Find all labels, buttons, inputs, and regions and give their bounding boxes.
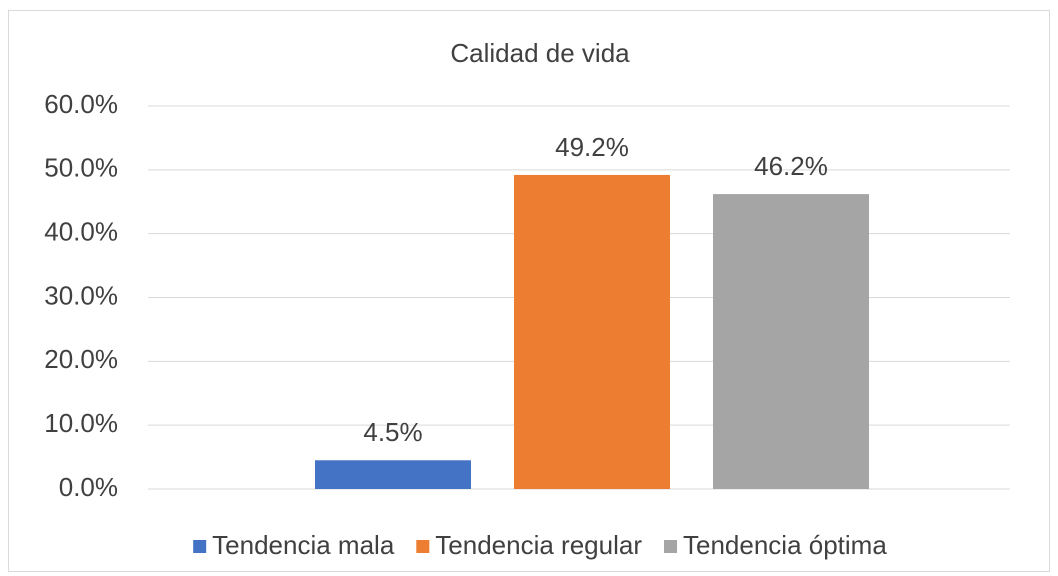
legend-swatch bbox=[664, 540, 678, 553]
data-label: 4.5% bbox=[363, 417, 422, 447]
y-tick-label: 30.0% bbox=[44, 280, 118, 310]
y-tick-label: 50.0% bbox=[44, 153, 118, 183]
y-tick-label: 40.0% bbox=[44, 217, 118, 247]
chart-title: Calidad de vida bbox=[450, 38, 630, 68]
y-tick-label: 10.0% bbox=[44, 408, 118, 438]
legend-swatch bbox=[193, 540, 207, 553]
legend-label: Tendencia mala bbox=[212, 530, 395, 560]
data-label: 49.2% bbox=[555, 132, 629, 162]
y-tick-label: 20.0% bbox=[44, 344, 118, 374]
legend-label: Tendencia regular bbox=[435, 530, 642, 560]
bar bbox=[713, 194, 869, 489]
legend-label: Tendencia óptima bbox=[683, 530, 887, 560]
bar bbox=[315, 460, 471, 489]
y-tick-label: 60.0% bbox=[44, 89, 118, 119]
bar bbox=[514, 174, 670, 489]
data-label: 46.2% bbox=[754, 151, 828, 181]
legend-swatch bbox=[416, 540, 430, 553]
y-tick-label: 0.0% bbox=[59, 472, 118, 502]
